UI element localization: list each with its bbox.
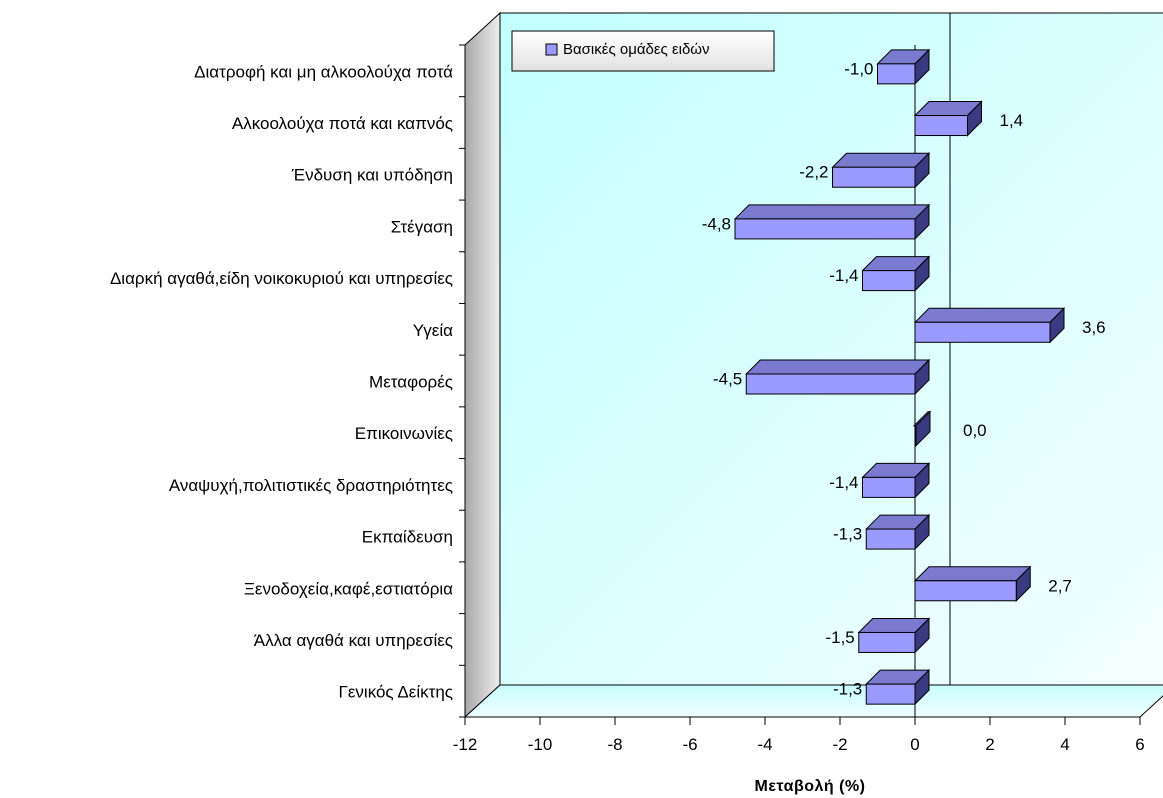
bar: [865, 668, 931, 706]
back-wall: [499, 12, 1163, 686]
x-axis-title: Μεταβολή (%): [755, 778, 866, 795]
bar: [733, 203, 931, 241]
category-label: Επικοινωνίες: [355, 424, 453, 443]
bar-front: [877, 63, 916, 85]
data-label: -4,5: [713, 369, 742, 388]
data-label: 3,6: [1082, 318, 1106, 337]
bars-group: [733, 48, 1066, 706]
data-labels: -1,0 1,4 -2,2 -4,8 -1,4 3,6 -4,5 0,0 -1,4 -1,3 2,7…: [702, 59, 1106, 698]
bar: [913, 307, 1066, 344]
x-tick-label: -12: [453, 735, 478, 754]
category-label: Άλλα αγαθά και υπηρεσίες: [254, 631, 453, 650]
x-tick-label: 6: [1135, 735, 1144, 754]
bar-top: [913, 566, 1032, 582]
bar: [913, 100, 983, 137]
bar-top: [831, 152, 931, 168]
bar-front: [914, 115, 968, 137]
floor: [463, 684, 1163, 718]
bar: [876, 48, 931, 86]
bar: [913, 565, 1032, 602]
bar-top: [733, 204, 931, 220]
left-wall: [464, 11, 501, 719]
bar: [861, 255, 931, 292]
category-label: Εκπαίδευση: [362, 528, 453, 547]
bar-top: [913, 307, 1066, 323]
data-label: -1,3: [833, 525, 862, 544]
data-label: -4,8: [702, 214, 731, 233]
bar-top: [745, 359, 931, 375]
bar: [861, 462, 931, 499]
x-tick-label: -4: [757, 735, 772, 754]
x-tick-label: -8: [607, 735, 622, 754]
bar-front: [914, 321, 1051, 343]
category-labels: Διατροφή και μη αλκοολούχα ποτά Αλκοολούχ…: [110, 62, 453, 701]
bar: [912, 410, 932, 447]
category-label: Διατροφή και μη αλκοολούχα ποτά: [194, 62, 453, 81]
bar: [865, 513, 931, 551]
bar-front: [745, 373, 916, 395]
bar-front: [914, 580, 1017, 602]
legend-label: Βασικές ομάδες ειδών: [563, 41, 710, 58]
category-label: Ξενοδοχεία,καφέ,εστιατόρια: [244, 579, 453, 598]
category-label: Στέγαση: [391, 217, 453, 236]
bar-front: [865, 528, 916, 550]
category-label: Ένδυση και υπόδηση: [291, 166, 453, 185]
x-tick-label: -6: [682, 735, 697, 754]
x-tick-label: 0: [910, 735, 919, 754]
bar-front: [862, 476, 916, 498]
data-label: -1,0: [844, 59, 873, 78]
legend: Βασικές ομάδες ειδών: [511, 30, 775, 72]
data-label: -1,4: [829, 473, 858, 492]
data-label: -1,3: [833, 680, 862, 699]
bar-front: [862, 270, 916, 292]
data-label: 0,0: [963, 421, 987, 440]
x-tick-label: -2: [832, 735, 847, 754]
category-label: Διαρκή αγαθά,είδη νοικοκυριού και υπηρεσ…: [110, 269, 453, 288]
data-label: 2,7: [1048, 576, 1072, 595]
x-ticks: -12 -10 -8 -6 -4 -2 0 2 4 6: [453, 717, 1145, 754]
category-label: Μεταφορές: [369, 372, 453, 391]
x-tick-label: -10: [528, 735, 553, 754]
category-label: Αναψυχή,πολιτιστικές δραστηριότητες: [169, 476, 453, 495]
bar: [857, 617, 931, 654]
bar-side: [915, 410, 931, 447]
plot-walls: [459, 11, 1163, 719]
category-label: Γενικός Δείκτης: [338, 683, 453, 702]
bar: [745, 358, 931, 396]
data-label: -1,5: [825, 628, 854, 647]
bar: [831, 152, 931, 189]
x-tick-label: 4: [1060, 735, 1069, 754]
legend-swatch: [545, 43, 558, 56]
bar-front: [865, 683, 916, 705]
data-label: -2,2: [799, 163, 828, 182]
bar-front: [734, 218, 916, 240]
x-tick-label: 2: [985, 735, 994, 754]
category-label: Αλκοολούχα ποτά και καπνός: [232, 114, 453, 133]
data-label: 1,4: [1000, 111, 1024, 130]
bar-front: [832, 166, 916, 188]
bar-front: [858, 631, 916, 653]
data-label: -1,4: [829, 266, 858, 285]
category-label: Υγεία: [413, 321, 453, 340]
